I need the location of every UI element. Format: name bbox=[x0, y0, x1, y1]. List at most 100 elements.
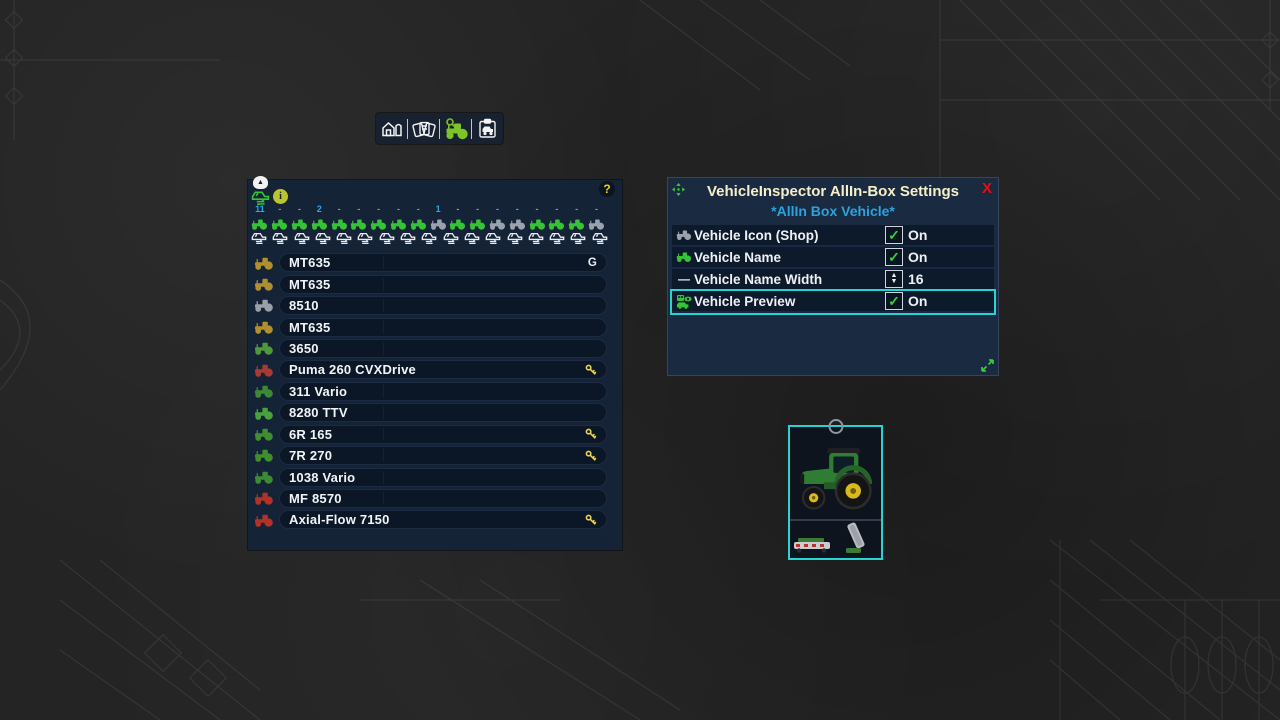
category-filter-5[interactable]: - bbox=[349, 204, 369, 230]
category-vehicle-icon bbox=[350, 214, 367, 230]
cards-icon[interactable] bbox=[411, 117, 437, 141]
vehicle-row[interactable]: MF 8570 bbox=[248, 488, 622, 509]
swap-vehicle-icon-6[interactable] bbox=[379, 230, 400, 245]
category-filter-3[interactable]: 2 bbox=[309, 204, 329, 230]
vehicle-row[interactable]: 8510 bbox=[248, 295, 622, 316]
resize-handle-icon[interactable] bbox=[981, 359, 994, 372]
vehicle-row[interactable]: MT635 bbox=[248, 316, 622, 337]
category-filter-15[interactable]: - bbox=[547, 204, 567, 230]
vehicle-name-pill[interactable]: MF 8570 bbox=[279, 489, 607, 509]
checkbox[interactable]: ✓ bbox=[885, 248, 903, 266]
swap-vehicle-icon-7[interactable] bbox=[400, 230, 421, 245]
farm-icon[interactable] bbox=[379, 117, 405, 141]
mod-toolbar bbox=[376, 113, 503, 144]
swap-vehicle-icon-15[interactable] bbox=[570, 230, 591, 245]
vehicle-name-pill[interactable]: Puma 260 CVXDrive bbox=[279, 360, 607, 380]
vehicle-name-pill[interactable]: 6R 165 bbox=[279, 424, 607, 444]
category-filter-1[interactable]: - bbox=[270, 204, 290, 230]
swap-vehicle-icon-1[interactable] bbox=[272, 230, 293, 245]
category-filter-14[interactable]: - bbox=[527, 204, 547, 230]
key-icon bbox=[585, 426, 597, 443]
swap-vehicle-icon-12[interactable] bbox=[507, 230, 528, 245]
category-filter-8[interactable]: - bbox=[408, 204, 428, 230]
vehicle-name-pill[interactable]: MT635 bbox=[279, 317, 607, 337]
category-vehicle-icon bbox=[291, 214, 308, 230]
vehicle-name-pill[interactable]: MT635 bbox=[279, 274, 607, 294]
vehicle-brand-icon bbox=[248, 448, 279, 463]
vehicle-swap-icon[interactable] bbox=[251, 188, 270, 206]
stepper-down-icon[interactable]: ▼ bbox=[890, 278, 898, 285]
key-icon bbox=[585, 447, 597, 464]
vehicle-name-pill[interactable]: 8280 TTV bbox=[279, 403, 607, 423]
vehicle-row[interactable]: 8280 TTV bbox=[248, 402, 622, 423]
vehicle-name-pill[interactable]: 8510 bbox=[279, 296, 607, 316]
vehicle-name-pill[interactable]: 3650 bbox=[279, 338, 607, 358]
swap-vehicle-icon-10[interactable] bbox=[464, 230, 485, 245]
swap-vehicle-icon-5[interactable] bbox=[357, 230, 378, 245]
category-filter-0[interactable]: 11 bbox=[250, 204, 270, 230]
swap-vehicle-icon-2[interactable] bbox=[294, 230, 315, 245]
vehicle-row[interactable]: 3650 bbox=[248, 338, 622, 359]
swap-vehicle-icon-16[interactable] bbox=[592, 230, 613, 245]
category-vehicle-icon bbox=[588, 214, 605, 230]
category-filter-6[interactable]: - bbox=[369, 204, 389, 230]
swap-vehicle-icon-11[interactable] bbox=[485, 230, 506, 245]
vehicle-name-pill[interactable]: 1038 Vario bbox=[279, 467, 607, 487]
close-icon[interactable]: X bbox=[981, 180, 992, 197]
move-handle-icon[interactable] bbox=[672, 183, 685, 196]
vehicle-clipboard-icon[interactable] bbox=[475, 117, 501, 141]
checkbox[interactable]: ✓ bbox=[885, 226, 903, 244]
vehicle-brand-icon bbox=[248, 406, 279, 420]
help-icon[interactable]: ? bbox=[599, 181, 615, 197]
category-filter-7[interactable]: - bbox=[389, 204, 409, 230]
checkbox[interactable]: ✓ bbox=[885, 292, 903, 310]
key-icon bbox=[585, 361, 597, 378]
category-filter-12[interactable]: - bbox=[488, 204, 508, 230]
vehicle-row[interactable]: Axial-Flow 7150 bbox=[248, 509, 622, 530]
swap-vehicle-icon-9[interactable] bbox=[443, 230, 464, 245]
vehicle-row[interactable]: Puma 260 CVXDrive bbox=[248, 359, 622, 380]
vehicle-name-pill[interactable]: Axial-Flow 7150 bbox=[279, 510, 607, 530]
vehicle-name-pill[interactable]: MT635 G bbox=[279, 253, 607, 273]
setting-row-vehicle-preview[interactable]: Vehicle Preview ✓ On bbox=[672, 291, 994, 313]
category-filter-4[interactable]: - bbox=[329, 204, 349, 230]
category-filter-11[interactable]: - bbox=[468, 204, 488, 230]
info-icon[interactable]: i bbox=[273, 189, 288, 204]
category-filter-13[interactable]: - bbox=[507, 204, 527, 230]
setting-row-vehicle-name-width[interactable]: — Vehicle Name Width ▲ ▼ 16 bbox=[672, 269, 994, 291]
vehicle-inspector-icon[interactable] bbox=[443, 117, 469, 141]
vehicle-row[interactable]: 7R 270 bbox=[248, 445, 622, 466]
vehicle-name: MF 8570 bbox=[289, 491, 342, 507]
vehicle-name-pill[interactable]: 7R 270 bbox=[279, 446, 607, 466]
swap-vehicle-icon-0[interactable] bbox=[251, 230, 272, 245]
setting-value: On bbox=[908, 227, 928, 243]
vehicle-row[interactable]: MT635 G bbox=[248, 252, 622, 273]
vehicle-brand-icon bbox=[248, 277, 279, 291]
category-vehicle-icon bbox=[271, 214, 288, 230]
swap-vehicle-icon-8[interactable] bbox=[421, 230, 442, 245]
category-filter-16[interactable]: - bbox=[567, 204, 587, 230]
stepper-up-icon[interactable]: ▲ bbox=[890, 271, 898, 279]
collapse-button[interactable]: ▲ bbox=[253, 176, 268, 189]
category-count: 11 bbox=[255, 204, 265, 214]
setting-row-vehicle-icon-shop-[interactable]: Vehicle Icon (Shop) ✓ On bbox=[672, 225, 994, 247]
category-count: - bbox=[357, 204, 361, 214]
category-filter-17[interactable]: - bbox=[587, 204, 607, 230]
vehicle-row[interactable]: 311 Vario bbox=[248, 381, 622, 402]
swap-vehicle-icon-13[interactable] bbox=[528, 230, 549, 245]
vehicle-row[interactable]: 1038 Vario bbox=[248, 466, 622, 487]
info-glyph: i bbox=[279, 191, 282, 202]
swap-vehicle-icon-3[interactable] bbox=[315, 230, 336, 245]
category-filter-2[interactable]: - bbox=[290, 204, 310, 230]
swap-vehicle-icon-4[interactable] bbox=[336, 230, 357, 245]
preview-divider bbox=[790, 519, 881, 521]
vehicle-row[interactable]: 6R 165 bbox=[248, 424, 622, 445]
stepper[interactable]: ▲ ▼ bbox=[885, 270, 903, 288]
vehicle-row[interactable]: MT635 bbox=[248, 273, 622, 294]
category-filter-10[interactable]: - bbox=[448, 204, 468, 230]
swap-vehicle-icon-14[interactable] bbox=[549, 230, 570, 245]
vehicle-name-pill[interactable]: 311 Vario bbox=[279, 381, 607, 401]
category-filter-9[interactable]: 1 bbox=[428, 204, 448, 230]
setting-row-vehicle-name[interactable]: Vehicle Name ✓ On bbox=[672, 247, 994, 269]
